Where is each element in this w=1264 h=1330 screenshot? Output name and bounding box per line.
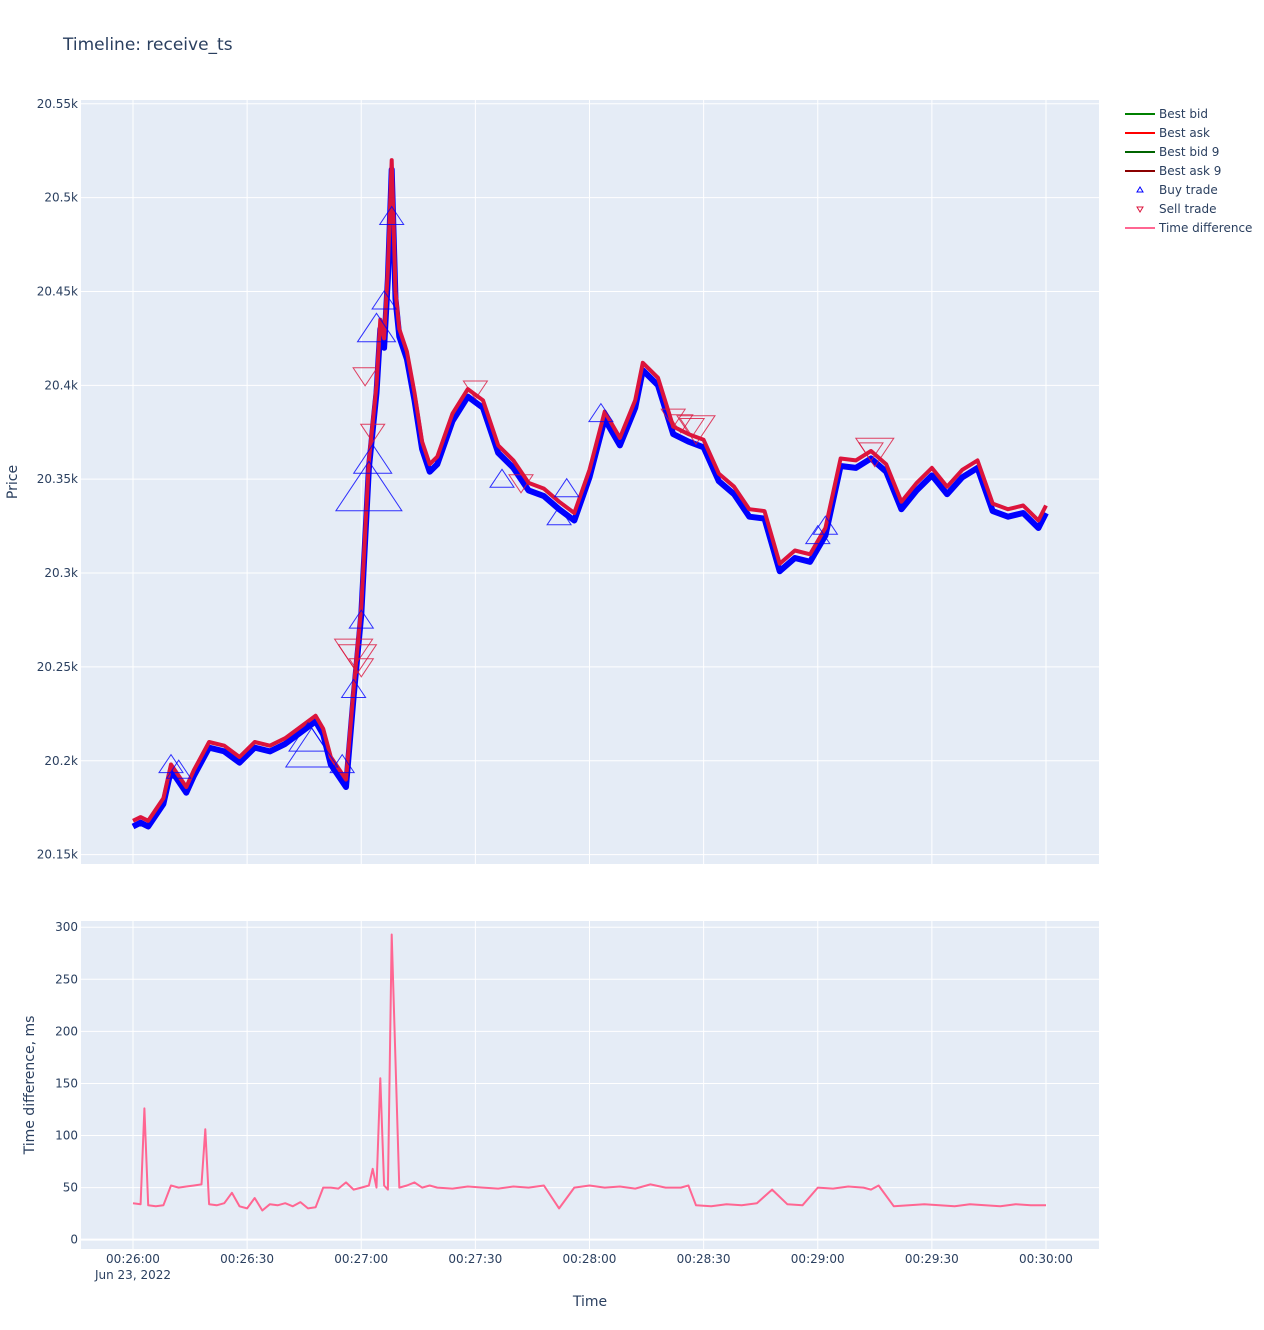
price-y-tick-label: 20.25k [37, 660, 78, 674]
price-y-tick-label: 20.5k [44, 191, 78, 205]
buy-trade-marker [546, 505, 573, 526]
legend-label: Buy trade [1159, 183, 1218, 197]
time-difference-y-axis-title: Time difference, ms [22, 1016, 38, 1156]
price-y-tick-label: 20.4k [44, 378, 78, 392]
legend-item-best-ask[interactable]: Best ask [1125, 126, 1210, 140]
legend-label: Sell trade [1159, 202, 1216, 216]
legend-item-best-bid[interactable]: Best bid [1125, 107, 1208, 121]
price-y-tick-label: 20.3k [44, 566, 78, 580]
sell-trade-marker [679, 418, 706, 438]
price-y-tick-label: 20.2k [44, 754, 78, 768]
time-difference-y-ticks: 0 50 100 150 200 250 300 [55, 920, 78, 1246]
x-tick-label: 00:26:00 [106, 1252, 160, 1266]
time-difference-y-tick-label: 50 [63, 1181, 78, 1195]
sell-trade-marker [359, 423, 386, 444]
sell-trade-marker [352, 367, 379, 387]
buy-trade-marker [356, 312, 397, 343]
x-tick-label: 00:26:30 [220, 1252, 274, 1266]
sell-trade-marker [676, 415, 716, 446]
buy-trade-marker [812, 515, 839, 535]
sell-trade-marker [462, 380, 489, 400]
best-bid-line [131, 166, 1049, 830]
legend-label: Time difference [1158, 221, 1252, 235]
sell-trade-marker [854, 437, 895, 468]
legend-item-best-bid-9[interactable]: Best bid 9 [1125, 145, 1219, 159]
sell-trade-marker [508, 474, 534, 494]
time-difference-y-tick-label: 200 [55, 1024, 78, 1038]
legend-item-sell-trade[interactable]: Sell trade [1136, 202, 1216, 216]
legend-label: Best ask [1159, 126, 1210, 140]
best-ask-line [132, 158, 1048, 823]
legend[interactable]: Best bid Best ask Best bid 9 Best ask 9 Buy … [1125, 107, 1252, 235]
buy-trade-marker [284, 727, 339, 768]
price-y-tick-label: 20.35k [37, 472, 78, 486]
sell-trade-marker [667, 414, 694, 434]
buy-trade-marker [165, 759, 192, 779]
x-tick-label: 00:28:00 [563, 1252, 617, 1266]
buy-trade-marker [352, 443, 393, 474]
time-difference-series [132, 933, 1046, 1212]
legend-triangle-down-swatch [1136, 206, 1144, 213]
x-tick-label: 00:29:30 [905, 1252, 959, 1266]
price-y-axis-title: Price [5, 465, 21, 499]
sell-trade-marker [348, 658, 375, 678]
price-y-tick-label: 20.55k [37, 97, 78, 111]
time-difference-y-tick-label: 300 [55, 920, 78, 934]
x-tick-label: 00:27:00 [334, 1252, 388, 1266]
price-series [131, 158, 1049, 830]
x-tick-label: 00:29:00 [791, 1252, 845, 1266]
x-tick-date-label: Jun 23, 2022 [94, 1268, 171, 1282]
chart-title: Timeline: receive_ts [62, 35, 233, 55]
buy-trade-marker [348, 609, 375, 629]
buy-trade-marker [340, 678, 367, 698]
buy-trade-marker [553, 477, 580, 498]
price-y-ticks: 20.15k 20.2k 20.25k 20.3k 20.35k 20.4k 20.45k 2… [37, 97, 78, 862]
time-x-ticks: 00:26:00 Jun 23, 2022 00:26:30 00:27:00 00:2… [94, 1252, 1073, 1282]
time-difference-gridlines [81, 921, 1099, 1249]
price-y-tick-label: 20.45k [37, 284, 78, 298]
legend-item-buy-trade[interactable]: Buy trade [1136, 183, 1218, 197]
time-difference-y-tick-label: 250 [55, 972, 78, 986]
legend-item-time-difference[interactable]: Time difference [1125, 221, 1252, 235]
time-difference-y-tick-label: 100 [55, 1129, 78, 1143]
legend-triangle-up-swatch [1136, 186, 1144, 193]
buy-trade-marker [489, 468, 515, 488]
x-axis-title: Time [572, 1294, 607, 1310]
price-y-tick-label: 20.15k [37, 848, 78, 862]
legend-item-best-ask-9[interactable]: Best ask 9 [1125, 164, 1221, 178]
buy-trade-marker [587, 402, 614, 423]
time-difference-y-tick-label: 0 [70, 1233, 78, 1247]
x-tick-label: 00:28:30 [677, 1252, 731, 1266]
buy-trade-marker [378, 205, 405, 225]
time-difference-y-tick-label: 150 [55, 1076, 78, 1090]
time-difference-line [132, 933, 1046, 1212]
legend-label: Best ask 9 [1159, 164, 1221, 178]
buy-trade-marker [371, 290, 398, 310]
buy-trade-marker [329, 753, 356, 774]
legend-label: Best bid 9 [1159, 145, 1219, 159]
legend-label: Best bid [1159, 107, 1208, 121]
price-panel: 20.15k 20.2k 20.25k 20.3k 20.35k 20.4k 20.45k 2… [5, 97, 1099, 864]
buy-trade-marker [334, 460, 403, 512]
x-tick-label: 00:27:30 [448, 1252, 502, 1266]
x-tick-label: 00:30:00 [1019, 1252, 1073, 1266]
